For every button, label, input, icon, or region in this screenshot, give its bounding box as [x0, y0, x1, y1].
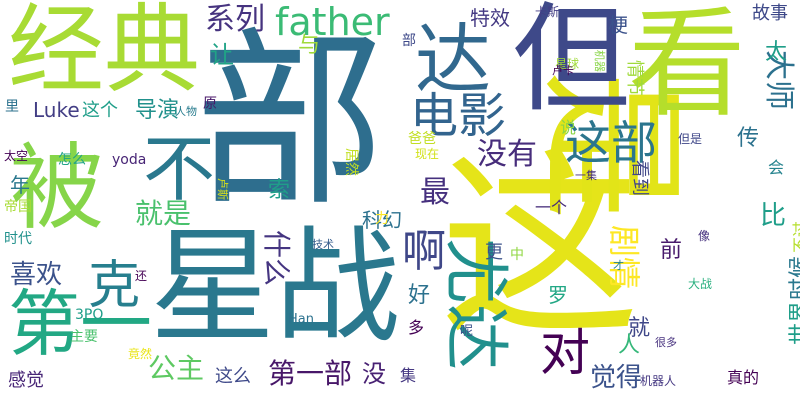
- word-duo: 多: [408, 318, 425, 337]
- word-xingqiu: 星球: [555, 57, 580, 71]
- word-buguo: 不过: [791, 220, 800, 253]
- word-zenme: 怎么: [58, 152, 86, 168]
- word-zheme: 这么: [215, 366, 251, 387]
- word-a: 啊: [402, 226, 446, 277]
- word-shenme: 什么: [260, 230, 293, 287]
- word-bu-not: 不: [143, 127, 216, 211]
- word-geng2: 更: [485, 242, 503, 263]
- word-xingzhan: 星战: [150, 215, 400, 360]
- word-shidai: 时代: [4, 231, 32, 247]
- word-luke: Luke: [33, 98, 80, 122]
- word-zhege: 这个: [82, 100, 118, 121]
- word-cai: 才: [613, 259, 624, 272]
- word-jiushi: 就是: [135, 197, 192, 230]
- word-kandao: 看到: [629, 160, 650, 196]
- word-mei: 没: [362, 360, 386, 388]
- word-qian: 前: [660, 238, 683, 263]
- word-yige: 一个: [535, 198, 568, 217]
- word-gongzhu: 公主: [148, 352, 205, 385]
- word-geng: 梗: [608, 13, 628, 37]
- word-juqing: 剧情: [605, 225, 643, 290]
- word-da: 达: [415, 15, 491, 104]
- word-ren: 人: [618, 333, 641, 358]
- word-diyi: 第一: [8, 282, 153, 366]
- word-xianzai: 现在: [415, 147, 440, 161]
- word-kasi: 卡斯: [535, 5, 560, 19]
- word-juede: 觉得: [590, 363, 643, 393]
- word-meiyou: 没有: [477, 137, 537, 172]
- word-tai: 太: [765, 40, 788, 65]
- word-ganjue: 感觉: [8, 370, 44, 391]
- word-suo: 索: [268, 178, 291, 203]
- word-bi: 比: [760, 201, 787, 231]
- word-bu: 部: [195, 11, 386, 232]
- word-danshi: 但是: [678, 132, 703, 146]
- word-hai: 还: [135, 269, 148, 283]
- word-3po: 3PO: [75, 307, 104, 323]
- word-father: father: [275, 0, 390, 44]
- word-daoyan: 导演: [135, 98, 180, 123]
- word-dianying: 电影: [410, 88, 507, 144]
- word-lusi: 卢斯: [216, 178, 229, 200]
- word-zhende: 真的: [727, 368, 760, 387]
- word-jishu: 技术: [312, 238, 334, 251]
- word-luo: 罗: [548, 283, 568, 307]
- word-luka: 卢卡: [552, 64, 574, 77]
- word-yoda: yoda: [112, 152, 147, 168]
- word-bei: 被: [10, 134, 105, 243]
- word-ji: 集: [400, 366, 417, 385]
- word-henduo: 很多: [655, 336, 677, 349]
- word-jiqi: 机器: [593, 50, 606, 72]
- word-jiu: 就: [628, 316, 651, 341]
- word-juran: 居然: [343, 148, 359, 176]
- word-li2: 力: [375, 211, 389, 227]
- word-dui: 对: [540, 324, 590, 382]
- word-kan: 看: [628, 0, 747, 133]
- word-xihuan: 喜欢: [10, 260, 63, 290]
- word-zhuyao: 主要: [70, 329, 98, 345]
- word-chuan: 传: [737, 126, 760, 151]
- word-bu2: 部: [402, 33, 416, 49]
- word-nian: 年: [10, 173, 30, 197]
- word-dazhan: 大战: [688, 277, 713, 291]
- word-jingdian: 经典: [8, 0, 200, 106]
- word-zhebu: 这部: [565, 116, 657, 170]
- word-shihou: 时候: [788, 255, 800, 300]
- word-shijie: 世界: [788, 300, 800, 345]
- word-zhong: 中: [510, 247, 524, 263]
- word-jiqiren: 机器人: [640, 374, 677, 388]
- word-baba: 爸爸: [408, 131, 436, 147]
- word-xiang: 像: [698, 229, 711, 243]
- word-ke: 克: [88, 256, 141, 316]
- word-kehuan: 科幻: [362, 208, 402, 232]
- word-han: Han: [288, 312, 314, 327]
- word-li: 里: [5, 99, 19, 115]
- word-yiji: 一集: [575, 169, 597, 182]
- word-hui: 会: [768, 158, 785, 177]
- word-taikong: 太空: [4, 149, 29, 163]
- word-ne: 呢: [460, 324, 474, 339]
- word-zui: 最: [420, 175, 450, 210]
- word-jingran: 竟然: [128, 347, 153, 361]
- word-shuo: 说: [560, 118, 577, 137]
- word-rang: 让: [210, 41, 234, 69]
- word-dan: 但: [512, 0, 631, 128]
- word-hao: 好: [408, 283, 431, 308]
- word-renwu: 人物: [175, 105, 197, 118]
- word-diyibu: 第一部: [268, 357, 353, 390]
- word-yu: 与: [298, 33, 321, 58]
- word-qingjie: 情节: [624, 60, 645, 96]
- word-texiao: 特效: [470, 6, 510, 30]
- word-yuan: 原: [203, 96, 217, 112]
- word-xilie: 系列: [205, 2, 265, 37]
- word-diguo: 帝国: [4, 199, 32, 215]
- word-gushi: 故事: [752, 3, 788, 24]
- word-zhe: 这: [440, 131, 641, 364]
